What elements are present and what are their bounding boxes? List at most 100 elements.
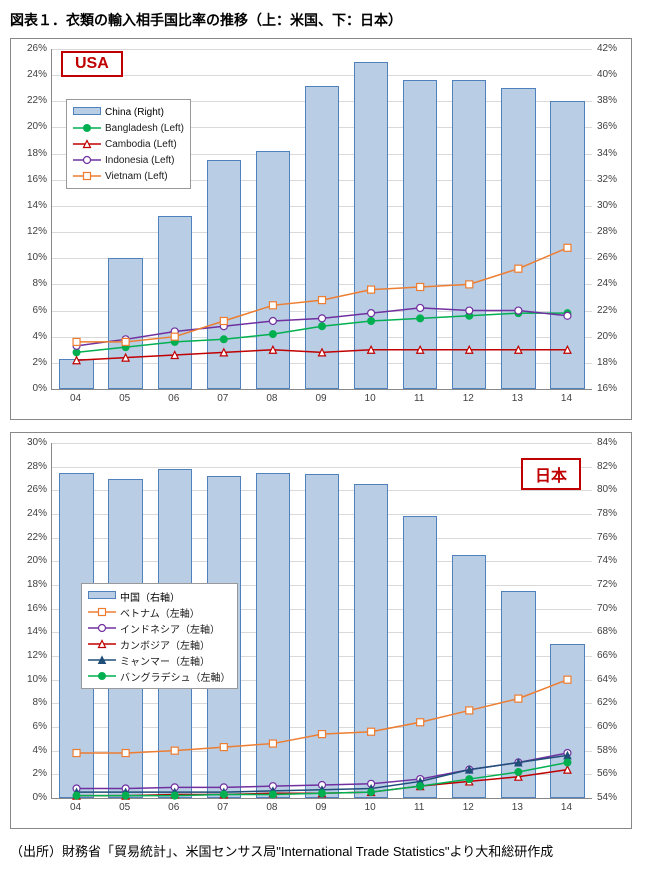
x-axis-tick: 07 [203, 393, 243, 404]
legend-item: 中国（右軸） [88, 588, 231, 604]
left-axis-tick: 16% [17, 603, 47, 614]
left-axis-tick: 0% [17, 792, 47, 803]
left-axis-tick: 12% [17, 650, 47, 661]
legend-item: Bangladesh (Left) [73, 120, 184, 136]
chart-label: USA [61, 51, 123, 77]
x-axis-tick: 06 [154, 802, 194, 813]
left-axis-tick: 2% [17, 768, 47, 779]
left-axis-tick: 6% [17, 721, 47, 732]
legend-item: Cambodia (Left) [73, 136, 184, 152]
left-axis-tick: 24% [17, 508, 47, 519]
right-axis-tick: 66% [597, 650, 627, 661]
right-axis-tick: 30% [597, 200, 627, 211]
chart-label: 日本 [521, 458, 581, 490]
line-series [77, 680, 568, 753]
right-axis-tick: 74% [597, 555, 627, 566]
x-axis-tick: 04 [56, 802, 96, 813]
legend: China (Right)Bangladesh (Left)Cambodia (… [66, 99, 191, 189]
left-axis-tick: 14% [17, 200, 47, 211]
right-axis-tick: 54% [597, 792, 627, 803]
right-axis-tick: 72% [597, 579, 627, 590]
right-axis-tick: 40% [597, 69, 627, 80]
left-axis-tick: 20% [17, 555, 47, 566]
left-axis-tick: 18% [17, 148, 47, 159]
right-axis-tick: 80% [597, 484, 627, 495]
right-axis-tick: 26% [597, 252, 627, 263]
legend: 中国（右軸）ベトナム（左軸）インドネシア（左軸）カンボジア（左軸）ミャンマー（左… [81, 583, 238, 689]
chart-japan: 0%2%4%6%8%10%12%14%16%18%20%22%24%26%28%… [10, 432, 653, 829]
legend-item: China (Right) [73, 104, 184, 120]
left-axis-tick: 0% [17, 383, 47, 394]
right-axis-tick: 70% [597, 603, 627, 614]
x-axis-tick: 13 [497, 802, 537, 813]
footer-source: （出所）財務省「貿易統計」、米国センサス局"International Trad… [10, 841, 653, 860]
x-axis-tick: 11 [399, 393, 439, 404]
x-axis-tick: 08 [252, 802, 292, 813]
x-axis-tick: 05 [105, 393, 145, 404]
x-axis-tick: 11 [399, 802, 439, 813]
left-axis-tick: 8% [17, 278, 47, 289]
left-axis-tick: 8% [17, 697, 47, 708]
right-axis-tick: 60% [597, 721, 627, 732]
right-axis-tick: 76% [597, 532, 627, 543]
x-axis-tick: 14 [546, 802, 586, 813]
legend-item: Indonesia (Left) [73, 152, 184, 168]
left-axis-tick: 28% [17, 461, 47, 472]
x-axis-tick: 10 [350, 802, 390, 813]
right-axis-tick: 34% [597, 148, 627, 159]
legend-item: ベトナム（左軸） [88, 604, 231, 620]
left-axis-tick: 26% [17, 484, 47, 495]
x-axis-tick: 12 [448, 802, 488, 813]
left-axis-tick: 6% [17, 305, 47, 316]
x-axis-tick: 09 [301, 802, 341, 813]
right-axis-tick: 62% [597, 697, 627, 708]
x-axis-tick: 09 [301, 393, 341, 404]
left-axis-tick: 26% [17, 43, 47, 54]
right-axis-tick: 24% [597, 278, 627, 289]
left-axis-tick: 24% [17, 69, 47, 80]
right-axis-tick: 42% [597, 43, 627, 54]
right-axis-tick: 58% [597, 745, 627, 756]
x-axis-tick: 13 [497, 393, 537, 404]
legend-item: ミャンマー（左軸） [88, 652, 231, 668]
x-axis-tick: 12 [448, 393, 488, 404]
right-axis-tick: 28% [597, 226, 627, 237]
left-axis-tick: 14% [17, 626, 47, 637]
right-axis-tick: 68% [597, 626, 627, 637]
right-axis-tick: 22% [597, 305, 627, 316]
x-axis-tick: 08 [252, 393, 292, 404]
right-axis-tick: 32% [597, 174, 627, 185]
chart-usa: 0% 2% 4% 6% 8% 10% 12% 14% 16% 18% 20% 22% 24% 26% 16%… [10, 38, 653, 420]
right-axis-tick: 20% [597, 331, 627, 342]
right-axis-tick: 56% [597, 768, 627, 779]
right-axis-tick: 38% [597, 95, 627, 106]
page-title: 図表１．衣類の輸入相手国比率の推移（上：米国、下：日本） [10, 10, 653, 30]
right-axis-tick: 78% [597, 508, 627, 519]
right-axis-tick: 16% [597, 383, 627, 394]
x-axis-tick: 05 [105, 802, 145, 813]
legend-item: カンボジア（左軸） [88, 636, 231, 652]
x-axis-tick: 14 [546, 393, 586, 404]
x-axis-tick: 07 [203, 802, 243, 813]
legend-item: Vietnam (Left) [73, 168, 184, 184]
left-axis-tick: 10% [17, 252, 47, 263]
left-axis-tick: 2% [17, 357, 47, 368]
x-axis-tick: 06 [154, 393, 194, 404]
left-axis-tick: 10% [17, 674, 47, 685]
right-axis-tick: 84% [597, 437, 627, 448]
left-axis-tick: 22% [17, 532, 47, 543]
x-axis-tick: 10 [350, 393, 390, 404]
left-axis-tick: 4% [17, 331, 47, 342]
legend-item: インドネシア（左軸） [88, 620, 231, 636]
right-axis-tick: 64% [597, 674, 627, 685]
right-axis-tick: 18% [597, 357, 627, 368]
left-axis-tick: 12% [17, 226, 47, 237]
left-axis-tick: 22% [17, 95, 47, 106]
right-axis-tick: 36% [597, 121, 627, 132]
left-axis-tick: 20% [17, 121, 47, 132]
right-axis-tick: 82% [597, 461, 627, 472]
legend-item: バングラデシュ（左軸） [88, 668, 231, 684]
x-axis-tick: 04 [56, 393, 96, 404]
left-axis-tick: 18% [17, 579, 47, 590]
left-axis-tick: 16% [17, 174, 47, 185]
